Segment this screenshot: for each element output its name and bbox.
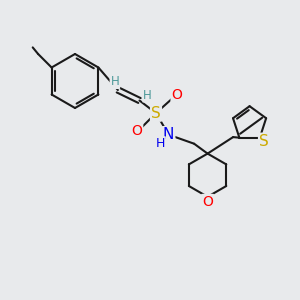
Text: H: H bbox=[155, 137, 165, 150]
Text: O: O bbox=[172, 88, 182, 102]
Text: S: S bbox=[259, 134, 269, 149]
Text: S: S bbox=[151, 106, 161, 121]
Text: O: O bbox=[202, 195, 213, 209]
Text: O: O bbox=[131, 124, 142, 138]
Text: H: H bbox=[143, 88, 152, 102]
Text: H: H bbox=[110, 75, 119, 88]
Text: N: N bbox=[163, 127, 174, 142]
